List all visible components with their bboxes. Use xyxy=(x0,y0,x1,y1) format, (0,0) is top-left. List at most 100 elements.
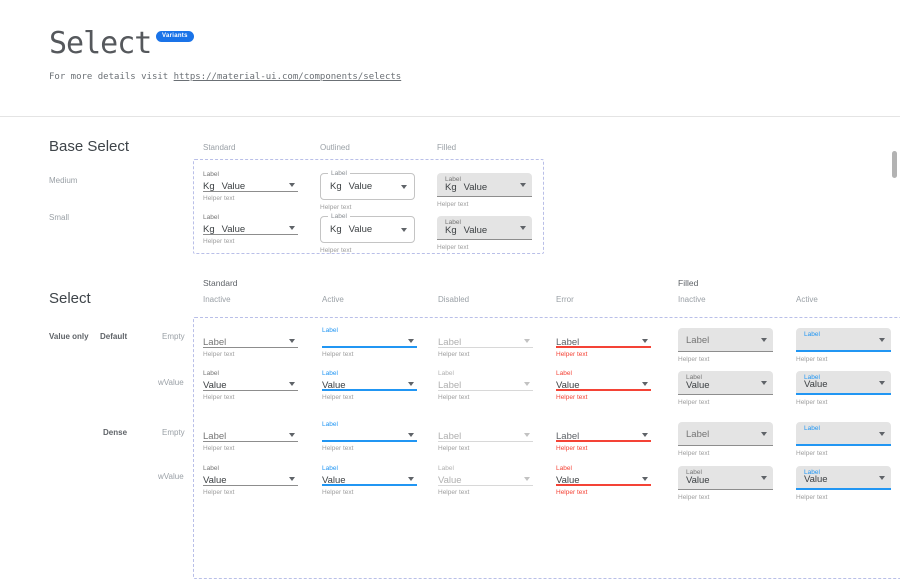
helper-text: Helper text xyxy=(203,445,235,452)
select-input[interactable]: Label Kg Value xyxy=(320,213,415,243)
select-input[interactable]: Label xyxy=(796,422,891,446)
select-filled-active-empty[interactable]: Label Helper text xyxy=(796,326,891,364)
select-value: Value xyxy=(322,475,346,486)
helper-text: Helper text xyxy=(322,489,354,496)
select-dense-error-empty[interactable]: Label Helper text xyxy=(556,420,651,453)
select-dense-error-wvalue[interactable]: Label Value Helper text xyxy=(556,464,651,497)
select-filled-inactive-wvalue[interactable]: Label Value Helper text xyxy=(678,369,773,407)
floating-label: Label xyxy=(322,327,338,334)
state-label-wvalue: wValue xyxy=(158,378,184,387)
helper-text: Helper text xyxy=(678,356,710,363)
column-header-disabled: Disabled xyxy=(438,295,470,304)
page-title: Select xyxy=(49,26,152,61)
select-input[interactable]: Value xyxy=(556,473,651,486)
select-input[interactable]: Value xyxy=(322,378,417,391)
select-input[interactable]: Label xyxy=(556,429,651,442)
select-input[interactable]: Label xyxy=(678,422,773,446)
row-header-small: Small xyxy=(49,213,70,222)
base-select-standard-medium[interactable]: Label Kg Value Helper text xyxy=(203,170,298,203)
column-header-outlined: Outlined xyxy=(320,143,350,152)
select-input[interactable]: Label xyxy=(796,328,891,352)
select-input[interactable]: Value xyxy=(203,473,298,486)
select-input[interactable] xyxy=(322,335,417,348)
adornment: Kg xyxy=(330,181,342,192)
select-placeholder: Label xyxy=(556,337,580,348)
select-input[interactable]: Kg Value xyxy=(203,179,298,192)
select-input[interactable]: Label Value xyxy=(678,466,773,490)
helper-text: Helper text xyxy=(203,195,235,202)
select-input[interactable]: Label Value xyxy=(678,371,773,395)
select-input[interactable] xyxy=(322,429,417,442)
select-input[interactable]: Label Kg Value xyxy=(320,170,415,200)
select-standard-error-wvalue[interactable]: Label Value Helper text xyxy=(556,369,651,402)
adornment: Kg xyxy=(330,224,342,235)
select-value: Value xyxy=(463,182,488,193)
select-standard-inactive-wvalue[interactable]: Label Value Helper text xyxy=(203,369,298,402)
dropdown-arrow-icon xyxy=(879,381,885,385)
select-input[interactable]: Label xyxy=(678,328,773,352)
floating-label: Label xyxy=(322,370,338,377)
floating-label xyxy=(438,420,533,429)
select-dense-active-empty[interactable]: Label Helper text xyxy=(322,420,417,453)
dropdown-arrow-icon xyxy=(879,476,885,480)
dropdown-arrow-icon xyxy=(289,433,295,437)
floating-label: Label xyxy=(322,465,338,472)
select-input[interactable]: Value xyxy=(322,473,417,486)
select-filled-active-wvalue[interactable]: Label Value Helper text xyxy=(796,369,891,407)
select-standard-inactive-empty[interactable]: Label Helper text xyxy=(203,326,298,359)
select-input[interactable]: Label xyxy=(203,335,298,348)
select-input[interactable]: Label Kg Value xyxy=(437,173,532,197)
helper-text: Helper text xyxy=(796,356,828,363)
floating-label: Label xyxy=(804,331,820,338)
select-input[interactable]: Label Kg Value xyxy=(437,216,532,240)
helper-text: Helper text xyxy=(203,238,235,245)
select-standard-active-wvalue[interactable]: Label Value Helper text xyxy=(322,369,417,402)
helper-text: Helper text xyxy=(322,445,354,452)
select-dense-inactive-empty[interactable]: Label Helper text xyxy=(203,420,298,453)
helper-text: Helper text xyxy=(678,450,710,457)
select-input[interactable]: Kg Value xyxy=(203,222,298,235)
select-filled-dense-active-wvalue[interactable]: Label Value Helper text xyxy=(796,464,891,502)
select-placeholder: Label xyxy=(686,335,710,346)
select-dense-inactive-wvalue[interactable]: Label Value Helper text xyxy=(203,464,298,497)
base-select-filled-small[interactable]: Label Kg Value Helper text xyxy=(437,213,532,252)
helper-text: Helper text xyxy=(203,489,235,496)
floating-label: Label xyxy=(438,370,454,377)
floating-label: Label xyxy=(686,469,702,476)
select-input[interactable]: Label xyxy=(203,429,298,442)
floating-label: Label xyxy=(556,465,572,472)
select-filled-dense-inactive-empty[interactable]: Label Helper text xyxy=(678,420,773,458)
column-header-filled-active: Active xyxy=(796,295,818,304)
select-value: Value xyxy=(686,380,710,391)
select-filled-dense-inactive-wvalue[interactable]: Label Value Helper text xyxy=(678,464,773,502)
vertical-scrollbar-thumb[interactable] xyxy=(892,151,897,178)
select-input[interactable]: Label Value xyxy=(796,466,891,490)
select-dense-active-wvalue[interactable]: Label Value Helper text xyxy=(322,464,417,497)
select-filled-inactive-empty[interactable]: Label Helper text xyxy=(678,326,773,364)
select-filled-dense-active-empty[interactable]: Label Helper text xyxy=(796,420,891,458)
dropdown-arrow-icon xyxy=(408,382,414,386)
select-standard-active-empty[interactable]: Label Helper text xyxy=(322,326,417,359)
select-input[interactable]: Label Value xyxy=(796,371,891,395)
helper-text: Helper text xyxy=(438,489,470,496)
base-select-standard-small[interactable]: Label Kg Value Helper text xyxy=(203,213,298,246)
column-header-active: Active xyxy=(322,295,344,304)
floating-label: Label xyxy=(203,171,219,178)
base-select-outlined-medium[interactable]: Label Kg Value Helper text xyxy=(320,170,415,212)
select-standard-error-empty[interactable]: Label Helper text xyxy=(556,326,651,359)
base-select-filled-medium[interactable]: Label Kg Value Helper text xyxy=(437,170,532,209)
dropdown-arrow-icon xyxy=(289,477,295,481)
select-placeholder: Label xyxy=(556,431,580,442)
docs-link[interactable]: https://material-ui.com/components/selec… xyxy=(173,72,402,82)
select-value: Value xyxy=(221,181,246,192)
select-input: Label xyxy=(438,429,533,442)
base-select-outlined-small[interactable]: Label Kg Value Helper text xyxy=(320,213,415,255)
adornment: Kg xyxy=(203,181,215,192)
select-input[interactable]: Value xyxy=(556,378,651,391)
select-input[interactable]: Value xyxy=(203,378,298,391)
density-label-default: Default xyxy=(100,332,128,341)
select-value: Value xyxy=(203,475,227,486)
helper-text: Helper text xyxy=(438,351,470,358)
base-select-dashed-outline xyxy=(193,159,544,254)
select-input[interactable]: Label xyxy=(556,335,651,348)
